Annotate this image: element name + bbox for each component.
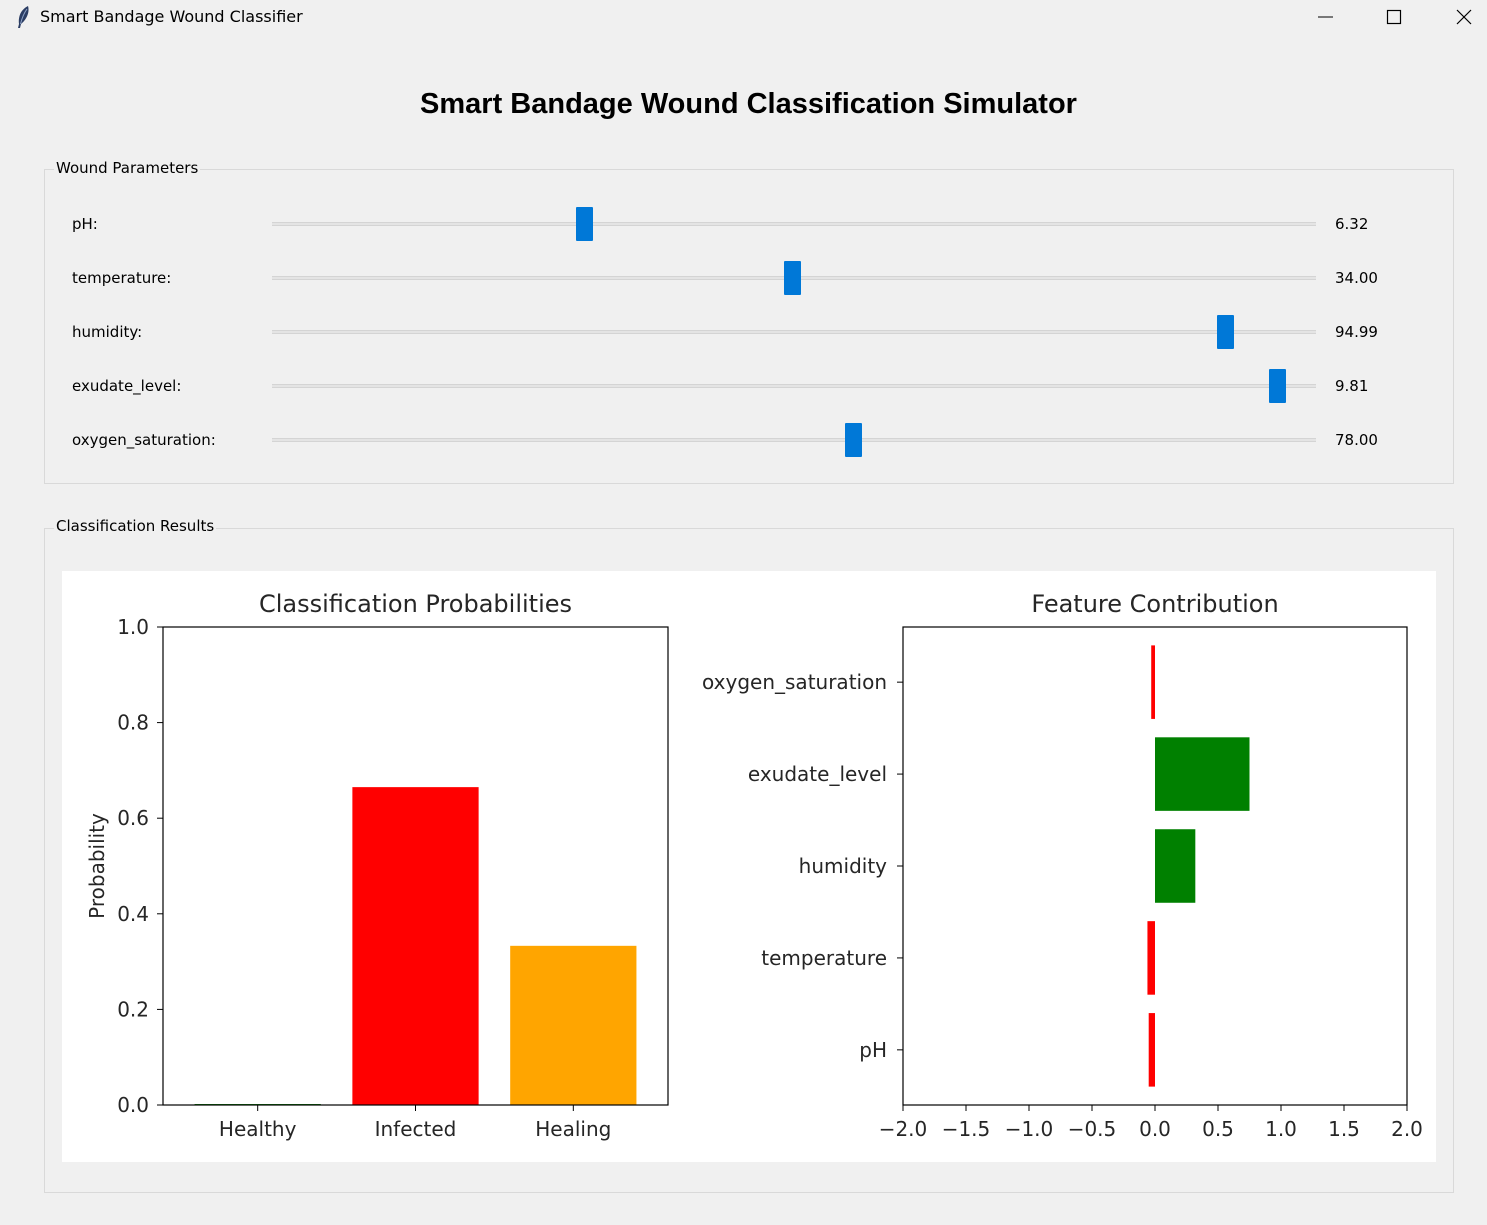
y-tick-label: 0.8 [117, 711, 149, 735]
close-icon [1456, 9, 1472, 25]
y-tick-label: 0.4 [117, 902, 149, 926]
x-tick-label: Infected [375, 1117, 457, 1141]
bar-humidity [1155, 829, 1196, 903]
x-tick-label: −2.0 [879, 1117, 928, 1141]
x-tick-label: 0.5 [1202, 1117, 1234, 1141]
slider-value: 78.00 [1335, 431, 1378, 449]
maximize-button[interactable] [1371, 0, 1417, 34]
y-tick-label: 1.0 [117, 615, 149, 639]
results-figure: Classification Probabilities Healthy Infec… [62, 571, 1436, 1162]
slider-value: 34.00 [1335, 269, 1378, 287]
x-tick-label: Healing [535, 1117, 611, 1141]
slider-thumb-temperature[interactable] [784, 261, 802, 295]
bar-healing [510, 945, 637, 1105]
bar-exudate-level [1155, 737, 1250, 811]
wound-parameters-group [44, 169, 1454, 484]
slider-thumb-oxygen-saturation[interactable] [845, 423, 863, 457]
slider-row-oxygen-saturation: oxygen_saturation: 78.00 [0, 423, 1487, 457]
slider-thumb-ph[interactable] [575, 207, 593, 241]
slider-track-exudate-level[interactable] [272, 384, 1316, 388]
results-figure-canvas: Classification Probabilities Healthy Infec… [85, 590, 1423, 1141]
slider-thumb-exudate-level[interactable] [1269, 369, 1287, 403]
title-bar: Smart Bandage Wound Classifier [0, 0, 1487, 34]
plot-frame [902, 626, 1408, 1106]
x-tick-label: −1.0 [1005, 1117, 1054, 1141]
bar-infected [352, 787, 479, 1105]
slider-value: 6.32 [1335, 215, 1369, 233]
y-tick-label: 0.6 [117, 806, 149, 830]
slider-row-temperature: temperature: 34.00 [0, 261, 1487, 295]
bar-ph [1148, 1013, 1155, 1087]
window-title: Smart Bandage Wound Classifier [40, 7, 303, 26]
maximize-icon [1386, 9, 1402, 25]
bar-oxygen-saturation [1151, 645, 1155, 719]
minimize-button[interactable] [1302, 0, 1348, 34]
x-tick-label: −1.5 [942, 1117, 991, 1141]
classification-results-group [44, 528, 1454, 1193]
slider-label: oxygen_saturation: [72, 431, 216, 449]
y-tick-label: pH [859, 1038, 887, 1062]
slider-row-humidity: humidity: 94.99 [0, 315, 1487, 349]
chart-title: Classification Probabilities [259, 590, 572, 618]
page-title: Smart Bandage Wound Classification Simul… [420, 88, 1077, 120]
slider-label: pH: [72, 215, 98, 233]
y-tick-label: 0.2 [117, 997, 149, 1021]
close-button[interactable] [1441, 0, 1487, 34]
x-tick-label: 1.5 [1328, 1117, 1360, 1141]
slider-track-oxygen-saturation[interactable] [272, 438, 1316, 442]
slider-label: humidity: [72, 323, 143, 341]
x-tick-label: Healthy [219, 1117, 297, 1141]
slider-label: exudate_level: [72, 377, 182, 395]
slider-label: temperature: [72, 269, 172, 287]
slider-track-humidity[interactable] [272, 330, 1316, 334]
y-tick-label: temperature [761, 946, 887, 970]
slider-row-ph: pH: 6.32 [0, 207, 1487, 241]
bar-temperature [1147, 921, 1155, 995]
minimize-icon [1318, 16, 1333, 18]
slider-row-exudate-level: exudate_level: 9.81 [0, 369, 1487, 403]
y-tick-label: exudate_level [748, 762, 887, 786]
y-axis-label: Probability [85, 813, 109, 919]
y-tick-label: oxygen_saturation [702, 670, 887, 694]
plot-frame [162, 626, 669, 1106]
chart-title: Feature Contribution [1031, 590, 1278, 618]
slider-track-ph[interactable] [272, 222, 1316, 226]
x-tick-label: 0.0 [1139, 1117, 1171, 1141]
wound-parameters-label: Wound Parameters [54, 159, 201, 177]
slider-value: 9.81 [1335, 377, 1369, 395]
slider-value: 94.99 [1335, 323, 1378, 341]
feather-icon [18, 6, 29, 28]
x-tick-label: 2.0 [1391, 1117, 1423, 1141]
x-tick-label: 1.0 [1265, 1117, 1297, 1141]
y-tick-label: 0.0 [117, 1093, 149, 1117]
slider-thumb-humidity[interactable] [1216, 315, 1234, 349]
classification-results-label: Classification Results [54, 517, 217, 535]
x-tick-label: −0.5 [1068, 1117, 1117, 1141]
y-tick-label: humidity [799, 854, 887, 878]
